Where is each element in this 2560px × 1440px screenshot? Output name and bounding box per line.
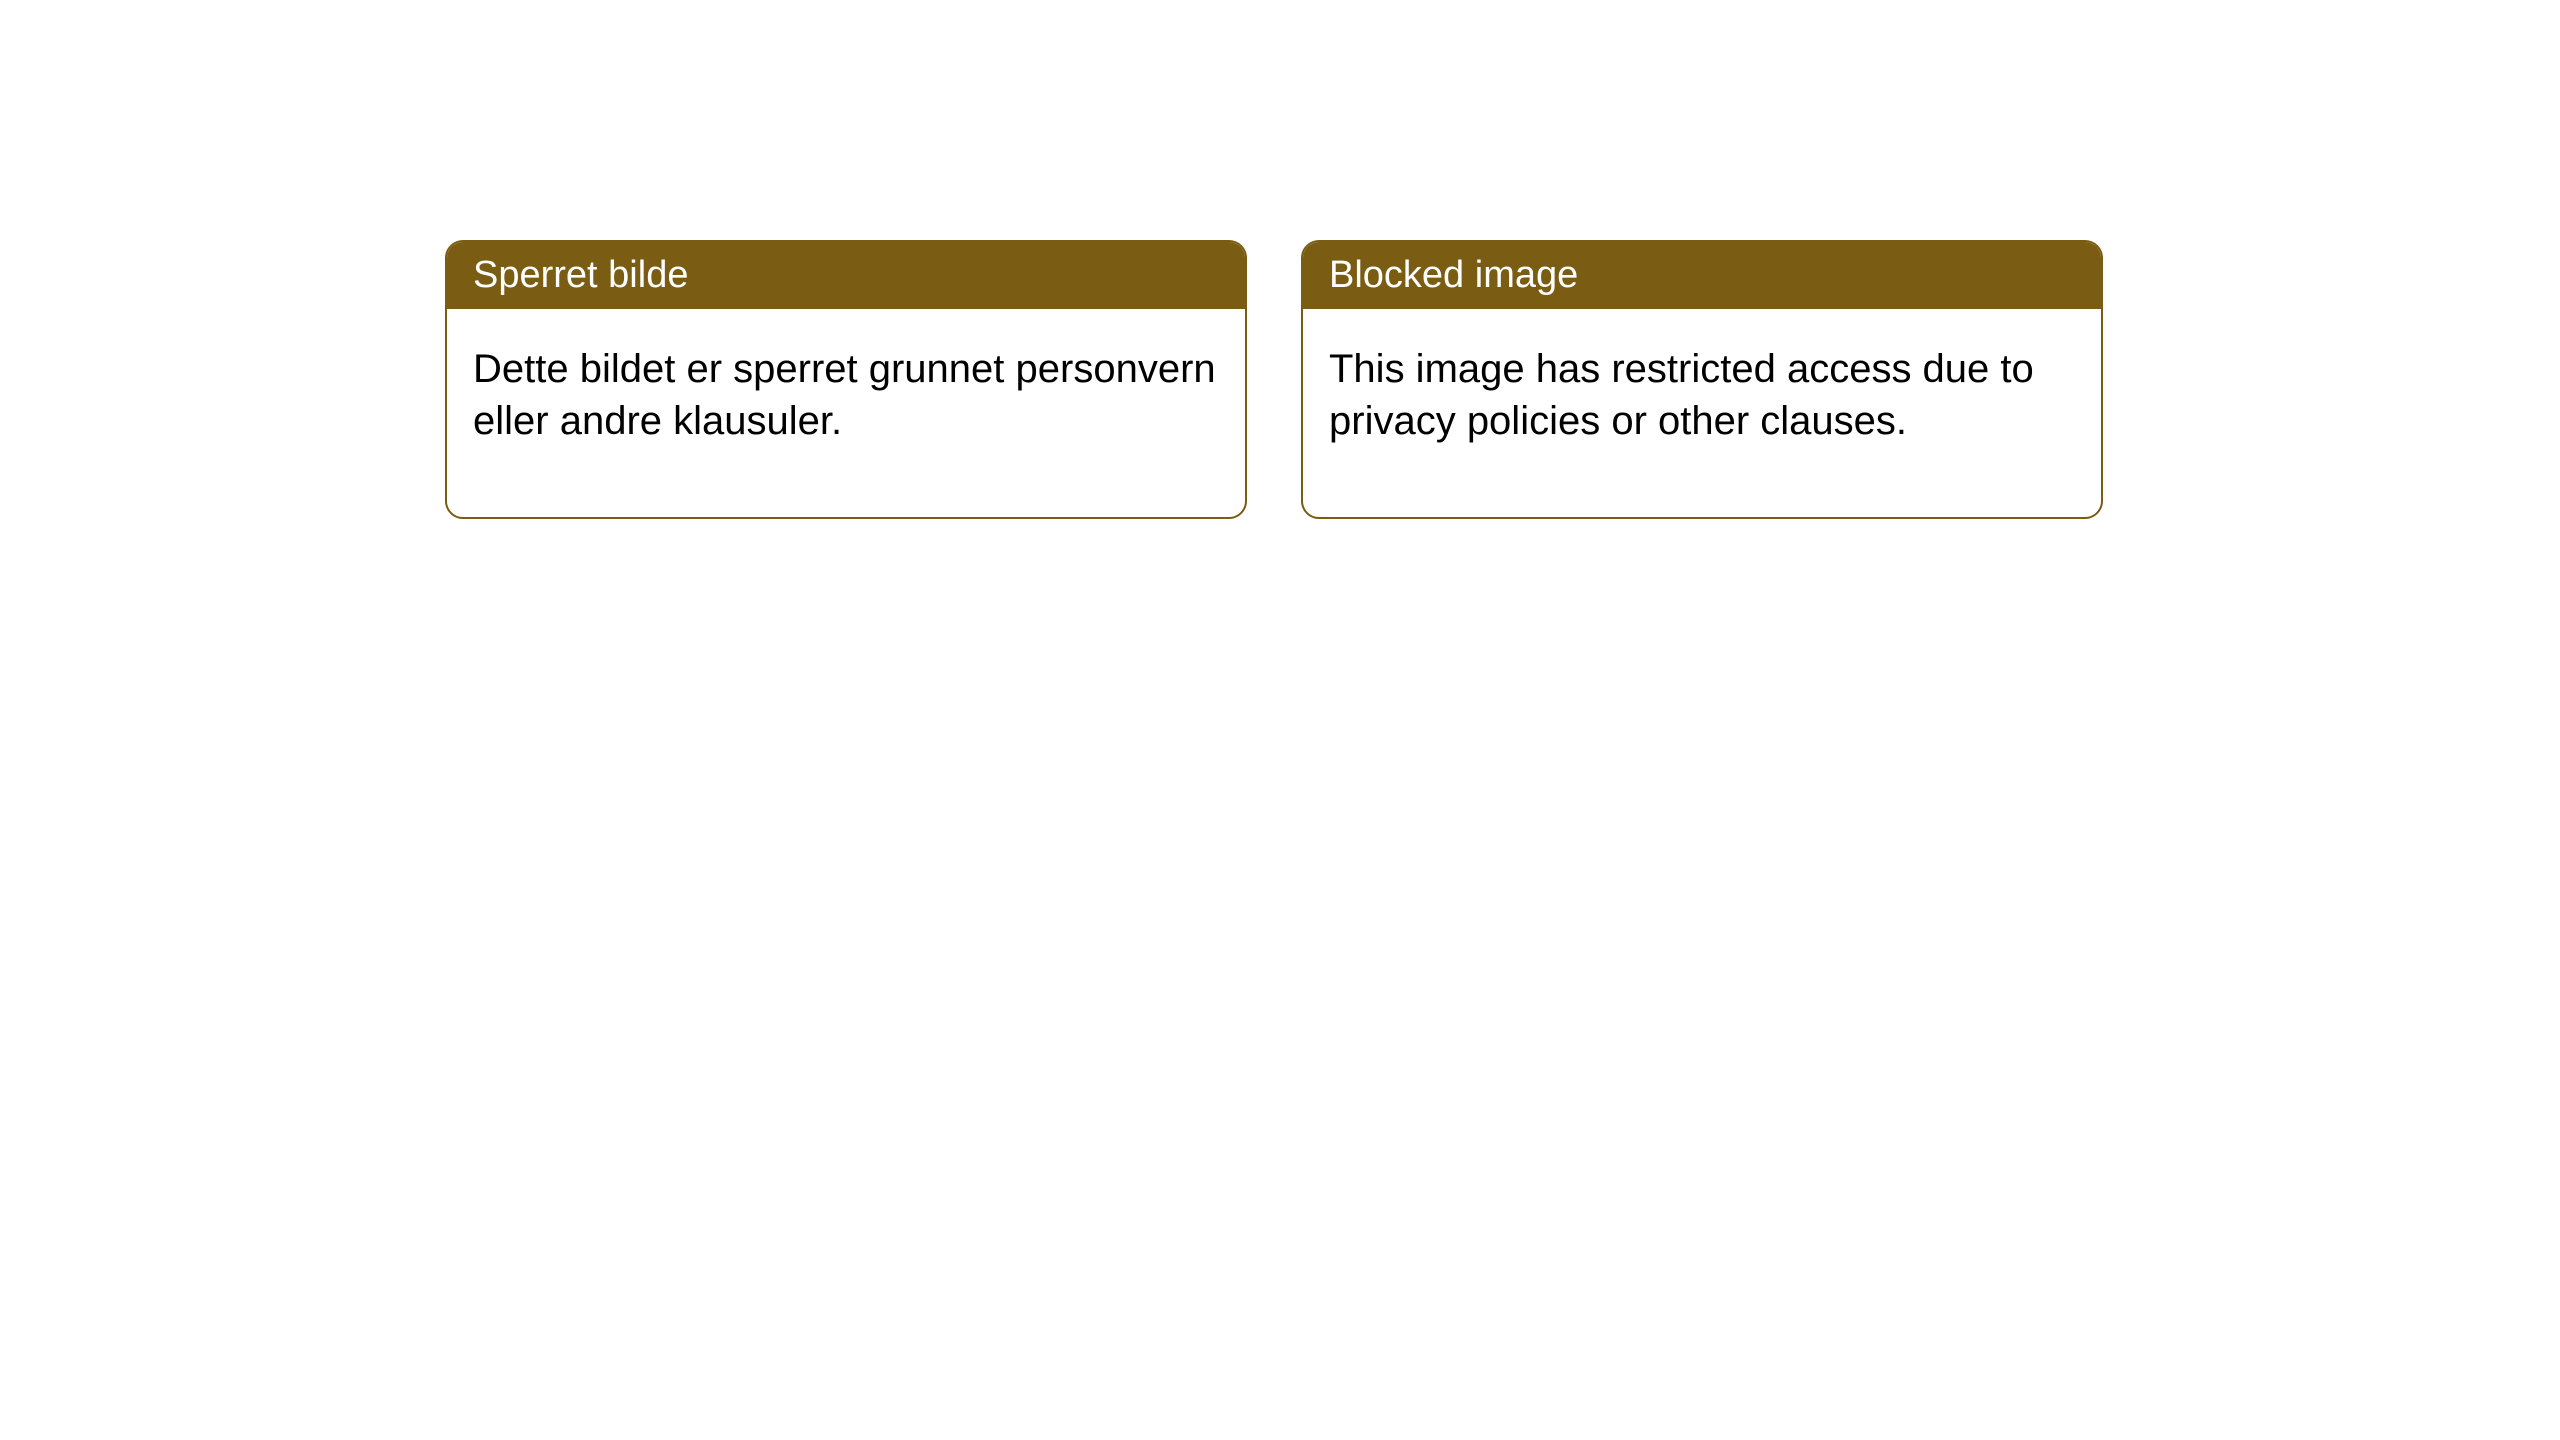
card-body: This image has restricted access due to … bbox=[1303, 309, 2101, 517]
card-title: Sperret bilde bbox=[473, 254, 688, 296]
card-body: Dette bildet er sperret grunnet personve… bbox=[447, 309, 1245, 517]
notice-container: Sperret bilde Dette bildet er sperret gr… bbox=[445, 240, 2103, 519]
notice-card-english: Blocked image This image has restricted … bbox=[1301, 240, 2103, 519]
card-body-text: Dette bildet er sperret grunnet personve… bbox=[473, 347, 1216, 443]
notice-card-norwegian: Sperret bilde Dette bildet er sperret gr… bbox=[445, 240, 1247, 519]
card-header: Sperret bilde bbox=[447, 242, 1245, 309]
card-header: Blocked image bbox=[1303, 242, 2101, 309]
card-body-text: This image has restricted access due to … bbox=[1329, 347, 2034, 443]
card-title: Blocked image bbox=[1329, 254, 1578, 296]
